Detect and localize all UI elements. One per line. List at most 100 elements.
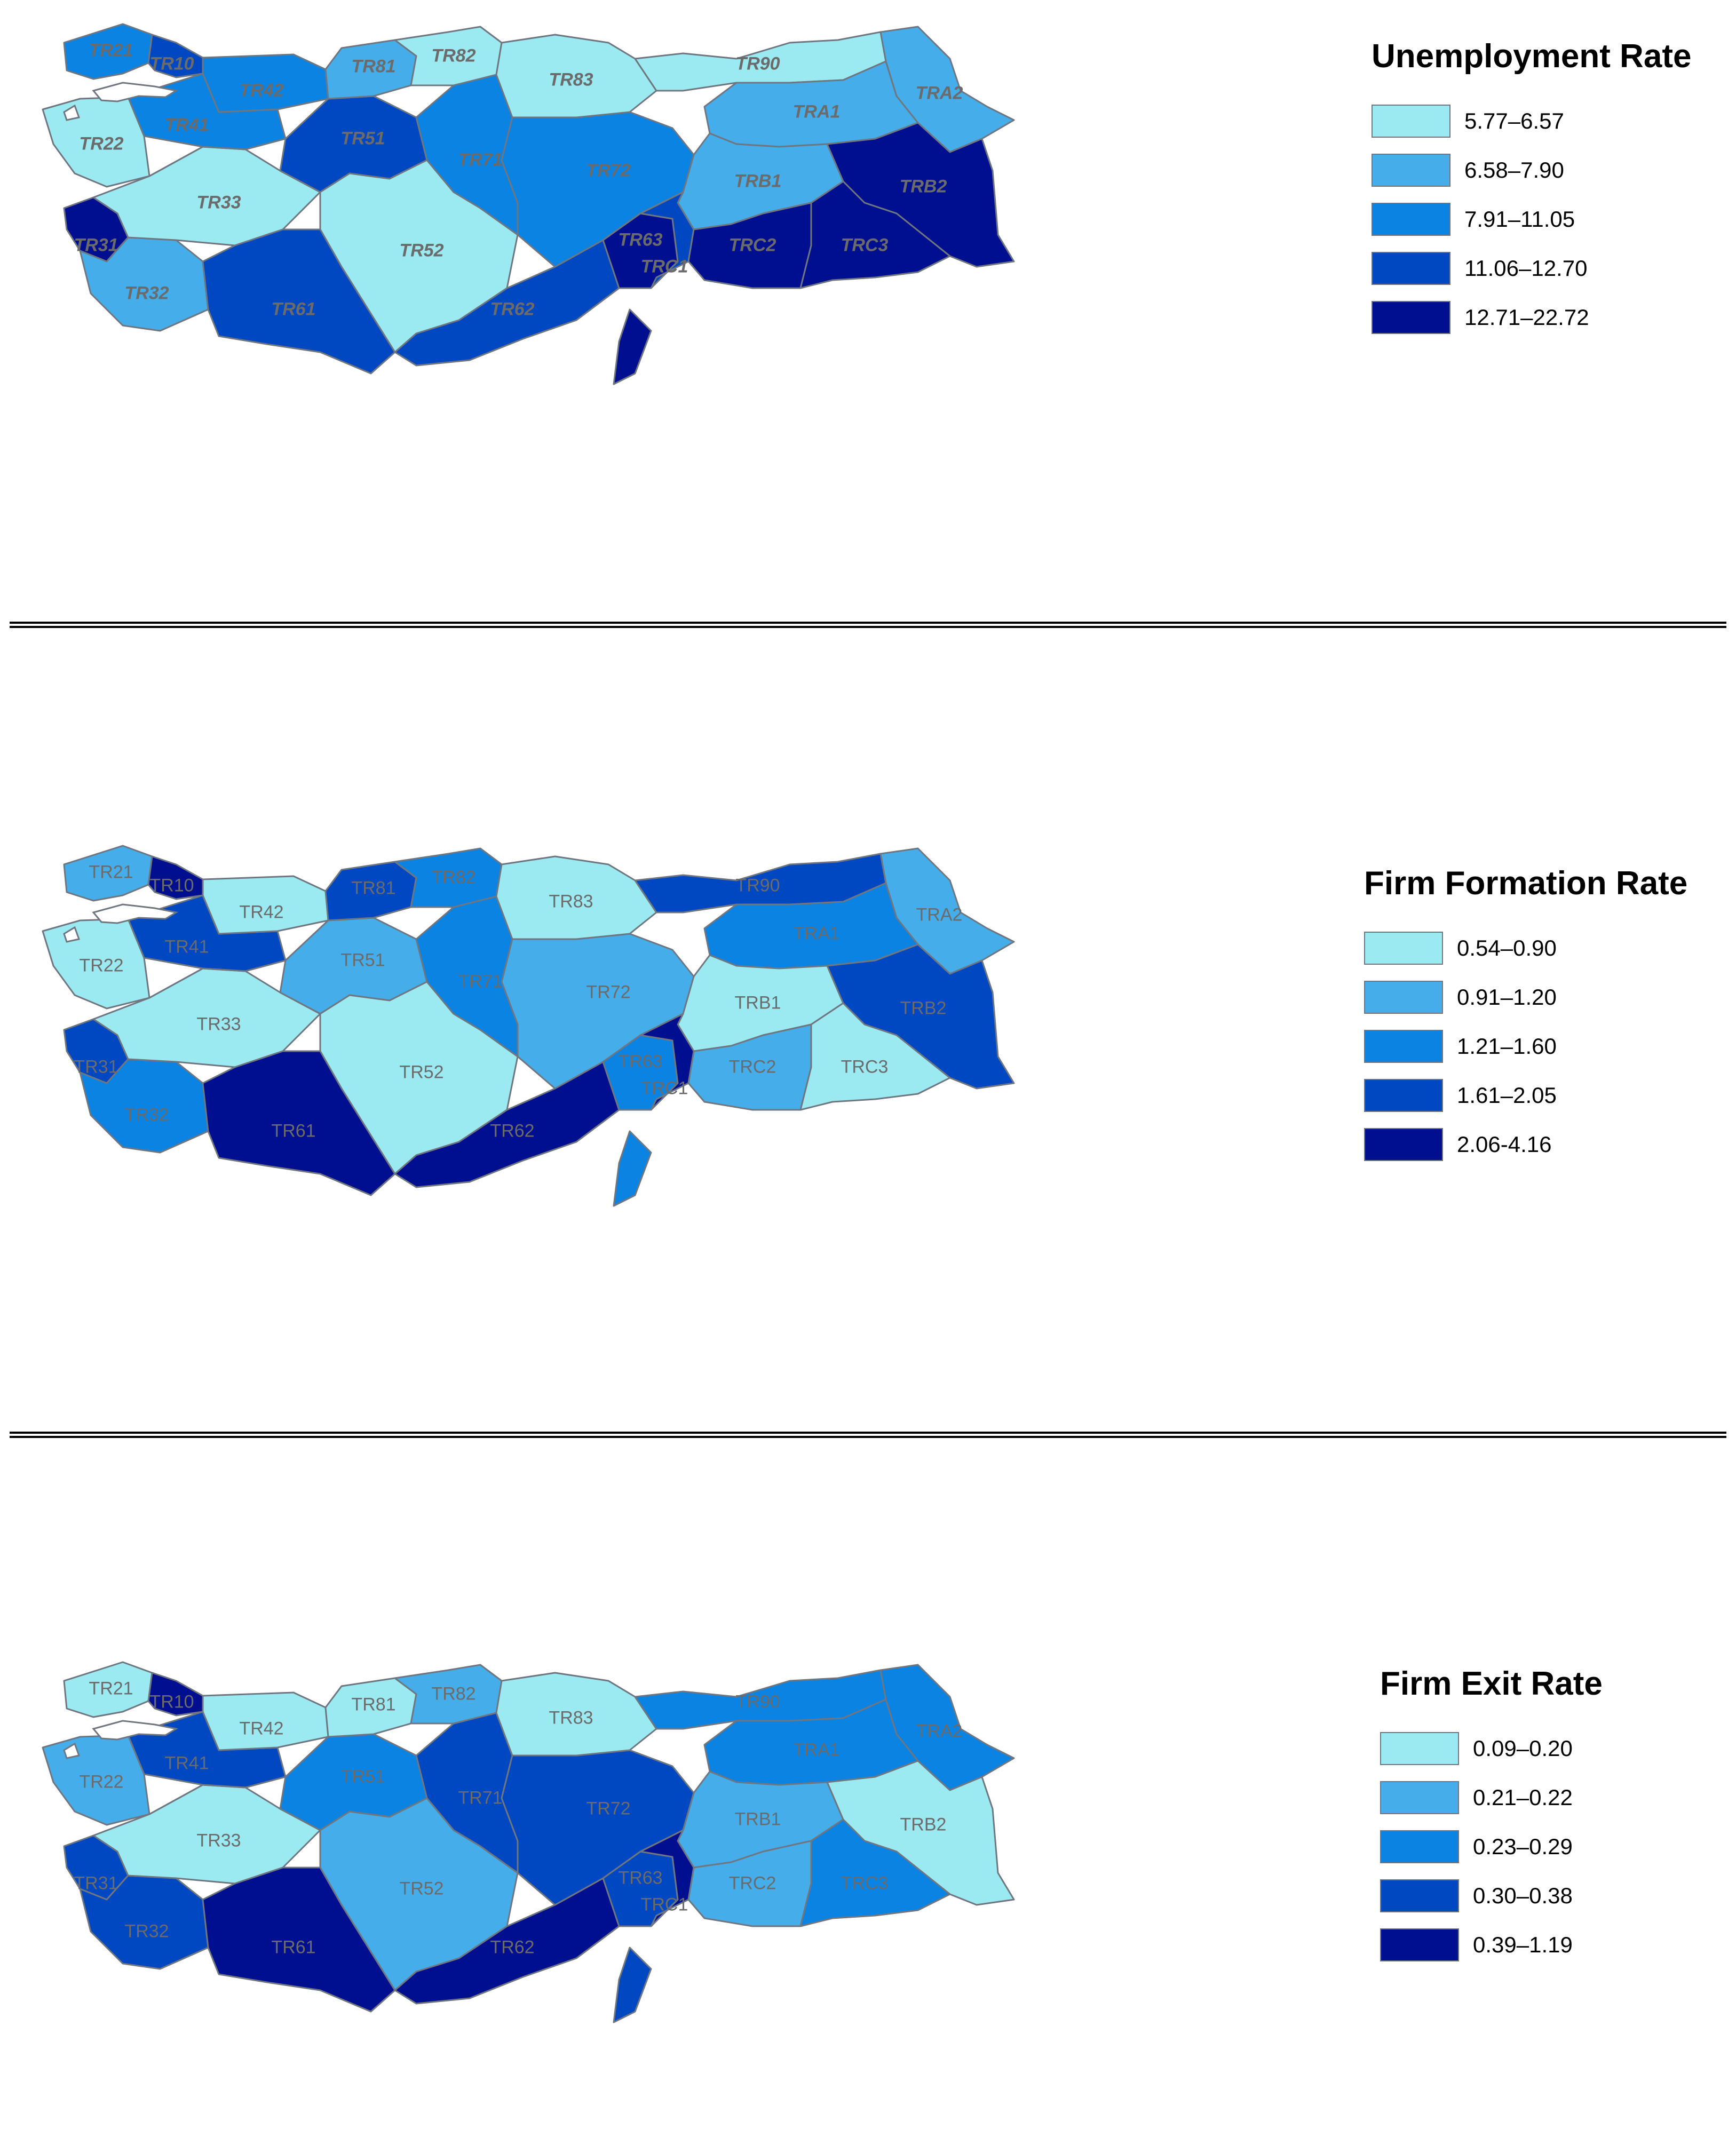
region-label-tr42: TR42 xyxy=(239,80,284,101)
region-tr21 xyxy=(63,1661,153,1718)
legend-title: Firm Formation Rate xyxy=(1364,865,1688,902)
legend-row: 0.30–0.38 xyxy=(1380,1871,1603,1920)
legend-label: 1.21–1.60 xyxy=(1457,1034,1557,1059)
map-panel-firm-formation: TR21 TR10 TR22 TR31 TR32 TR33 TR41 TR42 TR51 TR52… xyxy=(0,822,1736,1409)
choropleth-map-firm-formation xyxy=(42,845,1015,1207)
legend-swatch xyxy=(1364,1079,1443,1112)
legend-row: 6.58–7.90 xyxy=(1372,146,1691,195)
legend-row: 1.61–2.05 xyxy=(1364,1071,1687,1120)
choropleth-map-firm-exit xyxy=(42,1661,1015,2023)
region-label-tr82: TR82 xyxy=(431,45,476,66)
legend-rows: 0.54–0.90 0.91–1.20 1.21–1.60 1.61–2.05 2.06… xyxy=(1364,924,1687,1169)
region-label-tr81: TR81 xyxy=(351,878,396,899)
legend-swatch xyxy=(1372,154,1450,187)
legend-label: 6.58–7.90 xyxy=(1464,157,1564,182)
region-label-trb2: TRB2 xyxy=(899,176,947,197)
region-label-tr82: TR82 xyxy=(431,1683,476,1704)
region-label-trc1: TRC1 xyxy=(640,1894,688,1915)
legend-unemployment: Unemployment Rate 5.77–6.57 6.58–7.90 7.91… xyxy=(1372,37,1691,342)
legend-swatch xyxy=(1380,1928,1459,1961)
region-label-tra2: TRA2 xyxy=(916,1721,963,1742)
legend-row: 2.06-4.16 xyxy=(1364,1120,1687,1169)
region-trc3 xyxy=(799,1818,951,1927)
region-label-tr83: TR83 xyxy=(549,1707,593,1728)
region-trc1 xyxy=(639,1013,695,1111)
region-label-trc1: TRC1 xyxy=(640,256,688,277)
region-label-trb1: TRB1 xyxy=(734,1809,781,1830)
region-label-tr72: TR72 xyxy=(586,160,631,181)
region-trc1 xyxy=(639,1829,695,1927)
region-label-tr32: TR32 xyxy=(124,1105,169,1125)
legend-label: 12.71–22.72 xyxy=(1464,305,1589,330)
region-label-tr81: TR81 xyxy=(351,1694,396,1715)
region-label-tr63: TR63 xyxy=(618,1051,663,1072)
legend-row: 0.39–1.19 xyxy=(1380,1920,1603,1969)
legend-swatch xyxy=(1380,1781,1459,1814)
map-panel-firm-exit: TR21 TR10 TR22 TR31 TR32 TR33 TR41 TR42 TR51 TR52… xyxy=(0,1638,1736,2076)
region-tr42 xyxy=(202,53,329,113)
legend-row: 0.21–0.22 xyxy=(1380,1773,1603,1822)
region-label-tr61: TR61 xyxy=(271,1121,316,1141)
legend-rows: 5.77–6.57 6.58–7.90 7.91–11.05 11.06–12.70 1… xyxy=(1372,97,1691,342)
legend-label: 1.61–2.05 xyxy=(1457,1083,1557,1108)
region-label-tr33: TR33 xyxy=(196,192,241,213)
region-label-tr41: TR41 xyxy=(164,1753,209,1774)
region-trc3 xyxy=(799,180,951,289)
region-label-tr62: TR62 xyxy=(490,1121,535,1141)
legend-label: 5.77–6.57 xyxy=(1464,108,1564,133)
legend-row: 0.54–0.90 xyxy=(1364,924,1687,973)
region-label-tr42: TR42 xyxy=(239,1718,284,1739)
legend-label: 0.09–0.20 xyxy=(1473,1736,1573,1761)
region-tr42 xyxy=(202,875,329,935)
region-label-tr71: TR71 xyxy=(458,1788,503,1808)
legend-label: 2.06-4.16 xyxy=(1457,1132,1552,1157)
map-panel-unemployment: TR21 TR10 TR22 TR31 TR32 TR33 TR41 TR42 TR51 TR52… xyxy=(0,0,1736,614)
region-label-tr63: TR63 xyxy=(618,1868,663,1888)
legend-firm-formation: Firm Formation Rate 0.54–0.90 0.91–1.20 1.… xyxy=(1364,864,1687,1169)
legend-row: 0.09–0.20 xyxy=(1380,1724,1603,1773)
region-label-tr21: TR21 xyxy=(89,1678,133,1699)
region-label-tr52: TR52 xyxy=(399,1878,444,1899)
choropleth-map-unemployment xyxy=(42,23,1015,385)
water-body xyxy=(92,1720,179,1741)
region-label-tra2: TRA2 xyxy=(916,904,963,925)
region-tr42 xyxy=(202,1691,329,1751)
legend-row: 11.06–12.70 xyxy=(1372,244,1691,293)
region-label-tr83: TR83 xyxy=(549,891,593,912)
region-label-tr22: TR22 xyxy=(79,133,124,154)
legend-swatch xyxy=(1372,105,1450,138)
legend-label: 0.23–0.29 xyxy=(1473,1834,1573,1859)
region-tra2 xyxy=(879,1664,1015,1791)
region-label-tra1: TRA1 xyxy=(793,923,840,944)
legend-swatch xyxy=(1364,1030,1443,1063)
region-label-tr21: TR21 xyxy=(89,862,133,883)
region-label-tr22: TR22 xyxy=(79,1771,124,1792)
region-label-tr72: TR72 xyxy=(586,1798,631,1819)
region-label-tr10: TR10 xyxy=(149,53,194,74)
region-label-tr90: TR90 xyxy=(735,875,780,896)
legend-label: 0.21–0.22 xyxy=(1473,1785,1573,1810)
region-label-tr41: TR41 xyxy=(164,115,209,136)
legend-row: 12.71–22.72 xyxy=(1372,293,1691,342)
legend-swatch xyxy=(1372,301,1450,334)
region-label-trc3: TRC3 xyxy=(841,1056,889,1077)
region-label-tr83: TR83 xyxy=(549,69,593,90)
region-tr33 xyxy=(92,967,321,1068)
region-label-tr52: TR52 xyxy=(399,240,444,261)
water-body xyxy=(92,903,179,924)
legend-row: 0.91–1.20 xyxy=(1364,973,1687,1022)
legend-swatch xyxy=(1364,981,1443,1014)
region-label-tr22: TR22 xyxy=(79,955,124,976)
region-label-tr33: TR33 xyxy=(196,1014,241,1035)
region-tr21 xyxy=(63,845,153,902)
region-label-trc2: TRC2 xyxy=(728,1056,776,1077)
region-label-tr41: TR41 xyxy=(164,936,209,957)
legend-swatch xyxy=(1380,1732,1459,1765)
region-label-trc3: TRC3 xyxy=(841,1873,889,1894)
region-label-tr42: TR42 xyxy=(239,902,284,923)
region-label-tr10: TR10 xyxy=(149,875,194,896)
legend-row: 1.21–1.60 xyxy=(1364,1022,1687,1071)
region-label-trc2: TRC2 xyxy=(728,1873,776,1894)
region-tr21 xyxy=(63,23,153,80)
water-body xyxy=(63,104,80,121)
